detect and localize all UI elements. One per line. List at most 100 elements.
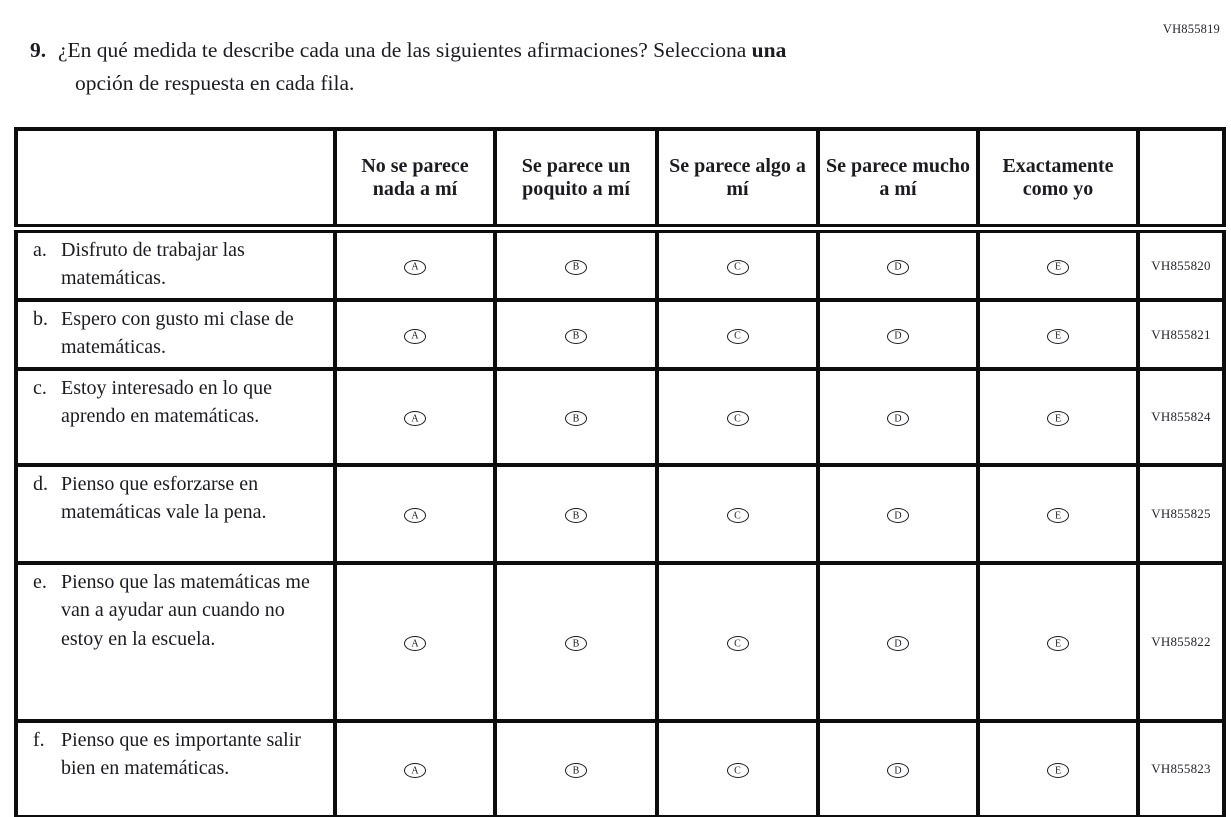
option-cell: E [976,226,1140,302]
option-cell: A [333,719,497,817]
row-letter: f. [33,729,45,751]
answer-bubble-c[interactable]: C [726,411,749,427]
header-row: No se parece nada a mí Se parece un poqu… [14,127,1226,233]
answer-bubble-e[interactable]: E [1047,411,1069,427]
answer-bubble-letter: B [572,261,580,273]
table-row: b. Espero con gusto mi clase de matemáti… [14,298,1226,371]
row-letter: d. [33,473,48,495]
option-cell: B [493,561,659,723]
question: 9. ¿En qué medida te describe cada una d… [30,34,786,101]
option-cell: B [493,298,659,371]
answer-bubble-b[interactable]: B [565,328,587,344]
answer-bubble-e[interactable]: E [1047,259,1069,275]
row-letter: c. [33,377,47,399]
answer-bubble-letter: A [411,510,419,522]
table-row: d. Pienso que esforzarse en matemáticas … [14,463,1226,565]
answer-bubble-letter: C [734,261,741,273]
option-cell: D [816,561,980,723]
answer-bubble-a[interactable]: A [404,411,426,427]
answer-bubble-letter: E [1054,261,1062,273]
answer-bubble-b[interactable]: B [565,508,587,524]
answer-bubble-e[interactable]: E [1047,328,1069,344]
option-cell: D [816,719,980,817]
option-cell: A [333,367,497,467]
answer-bubble-b[interactable]: B [565,259,587,275]
answer-bubble-letter: B [572,330,580,342]
option-cell: B [493,463,659,565]
answer-bubble-d[interactable]: D [887,328,909,344]
answer-bubble-b[interactable]: B [565,636,587,652]
option-cell: D [816,226,980,302]
table-row: c. Estoy interesado en lo que aprendo en… [14,367,1226,467]
row-statement: Pienso que es importante salir bien en m… [61,729,301,780]
response-matrix-table: No se parece nada a mí Se parece un poqu… [14,127,1226,817]
row-code: VH855824 [1136,367,1226,467]
answer-bubble-letter: B [572,413,580,425]
row-letter: b. [33,308,48,330]
option-cell: E [976,463,1140,565]
answer-bubble-c[interactable]: C [726,636,749,652]
row-code: VH855820 [1136,226,1226,302]
answer-bubble-letter: C [734,510,741,522]
answer-bubble-d[interactable]: D [887,763,909,779]
answer-bubble-b[interactable]: B [565,411,587,427]
answer-bubble-letter: B [572,765,580,777]
option-cell: C [655,226,820,302]
answer-bubble-c[interactable]: C [726,508,749,524]
table-row: f. Pienso que es importante salir bien e… [14,719,1226,817]
row-code: VH855825 [1136,463,1226,565]
option-cell: A [333,561,497,723]
option-cell: C [655,298,820,371]
option-cell: C [655,561,820,723]
answer-bubble-letter: D [894,510,902,522]
answer-bubble-letter: C [734,413,741,425]
answer-bubble-a[interactable]: A [404,328,426,344]
answer-bubble-letter: E [1054,413,1062,425]
answer-bubble-a[interactable]: A [404,636,426,652]
column-header-no-se-parece-nada: No se parece nada a mí [333,127,497,233]
answer-bubble-letter: A [411,638,419,650]
answer-bubble-c[interactable]: C [726,259,749,275]
answer-bubble-letter: C [734,638,741,650]
option-cell: C [655,719,820,817]
answer-bubble-letter: A [411,261,419,273]
statement-cell: f. Pienso que es importante salir bien e… [14,719,337,817]
answer-bubble-letter: D [894,413,902,425]
question-number: 9. [30,38,47,62]
answer-bubble-e[interactable]: E [1047,763,1069,779]
answer-bubble-d[interactable]: D [887,411,909,427]
answer-bubble-letter: C [734,330,741,342]
column-header-exactamente-como-yo: Exactamente como yo [976,127,1140,233]
answer-bubble-d[interactable]: D [887,636,909,652]
row-letter: a. [33,239,47,261]
answer-bubble-letter: D [894,261,902,273]
option-cell: D [816,298,980,371]
answer-bubble-c[interactable]: C [726,763,749,779]
question-line-1: ¿En qué medida te describe cada una de l… [58,34,786,67]
answer-bubble-a[interactable]: A [404,508,426,524]
statement-cell: e. Pienso que las matemáticas me van a a… [14,561,337,723]
option-cell: C [655,367,820,467]
answer-bubble-d[interactable]: D [887,259,909,275]
answer-bubble-e[interactable]: E [1047,636,1069,652]
option-cell: C [655,463,820,565]
option-cell: B [493,719,659,817]
option-cell: E [976,367,1140,467]
answer-bubble-c[interactable]: C [726,328,749,344]
answer-bubble-d[interactable]: D [887,508,909,524]
answer-bubble-letter: A [411,413,419,425]
answer-bubble-a[interactable]: A [404,259,426,275]
answer-bubble-letter: D [894,638,902,650]
row-statement: Estoy interesado en lo que aprendo en ma… [61,377,273,428]
answer-bubble-letter: A [411,330,419,342]
option-cell: A [333,463,497,565]
answer-bubble-letter: E [1054,510,1062,522]
answer-bubble-letter: E [1054,765,1062,777]
answer-bubble-e[interactable]: E [1047,508,1069,524]
option-cell: E [976,561,1140,723]
option-cell: E [976,719,1140,817]
answer-bubble-a[interactable]: A [404,763,426,779]
option-cell: A [333,298,497,371]
answer-bubble-b[interactable]: B [565,763,587,779]
column-header-se-parece-mucho: Se parece mucho a mí [816,127,980,233]
